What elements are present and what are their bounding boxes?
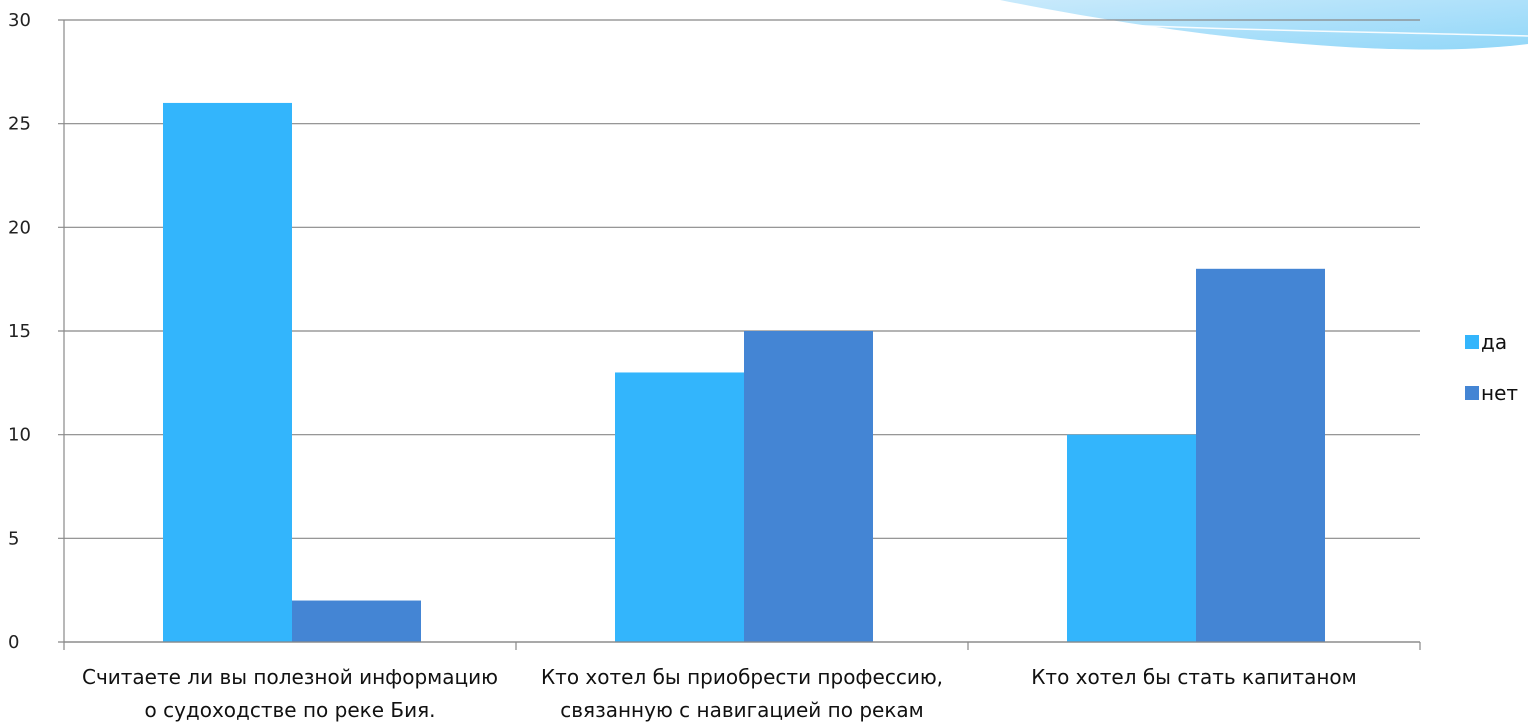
bar-да-0 xyxy=(163,102,292,642)
y-tick-label: 10 xyxy=(8,425,31,446)
bar-да-1 xyxy=(615,372,744,642)
legend-label-нет: нет xyxy=(1481,381,1518,405)
category-label: Кто хотел бы стать капитаном xyxy=(1031,665,1357,689)
bar-нет-1 xyxy=(744,331,873,642)
y-tick-label: 5 xyxy=(8,528,19,549)
legend-label-да: да xyxy=(1481,330,1507,354)
legend: да нет xyxy=(1465,330,1518,405)
category-label: Считаете ли вы полезной информацию о судо… xyxy=(82,665,498,722)
y-tick-label: 30 xyxy=(8,10,31,31)
bar-нет-2 xyxy=(1196,268,1325,642)
y-tick-label: 25 xyxy=(8,114,31,135)
legend-swatch-нет xyxy=(1465,386,1479,400)
y-tick-label: 15 xyxy=(8,321,31,342)
decorative-wave-line xyxy=(1009,19,1528,37)
decorative-wave xyxy=(1000,0,1528,50)
y-tick-label: 0 xyxy=(8,632,19,653)
category-labels: Считаете ли вы полезной информацию о судо… xyxy=(82,665,1357,722)
x-axis xyxy=(63,641,1421,650)
bar-да-2 xyxy=(1067,434,1196,642)
bar-нет-0 xyxy=(292,600,421,642)
legend-swatch-да xyxy=(1465,335,1479,349)
bars xyxy=(163,102,1325,642)
y-tick-label: 20 xyxy=(8,217,31,238)
category-label: Кто хотел бы приобрести профессию, связан… xyxy=(541,665,943,722)
y-axis-ticks: 0 5 10 15 20 25 30 xyxy=(8,10,31,653)
